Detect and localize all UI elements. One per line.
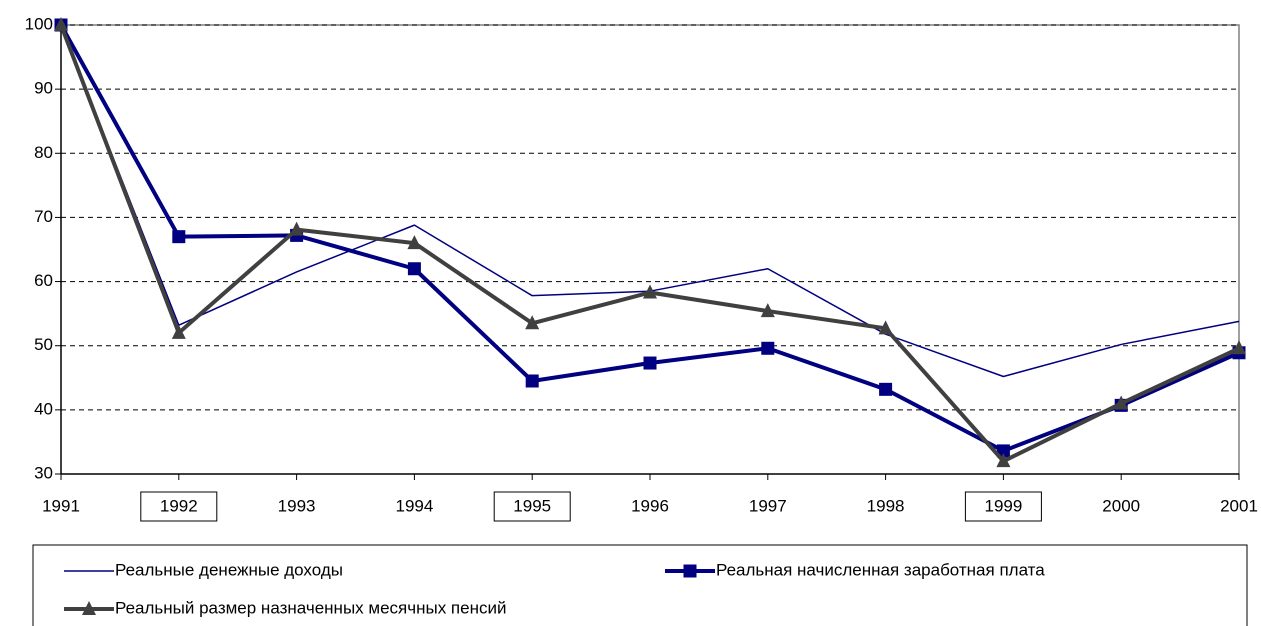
x-tick-box — [964, 491, 1042, 522]
data-point — [172, 230, 186, 244]
legend-label: Реальная начисленная заработная плата — [716, 560, 1045, 579]
x-tick-label: 1997 — [749, 496, 787, 515]
data-point — [407, 235, 422, 250]
x-tick-label: 1991 — [42, 496, 80, 515]
y-tick-label: 60 — [34, 271, 53, 290]
y-tick-label: 70 — [34, 207, 53, 226]
series-line — [60, 24, 1240, 378]
x-tick-label: 2001 — [1220, 496, 1258, 515]
data-point — [1232, 340, 1246, 355]
y-tick-label: 90 — [34, 79, 53, 98]
data-point — [171, 324, 186, 339]
legend-label: Реальные денежные доходы — [115, 560, 343, 579]
data-point — [879, 382, 893, 396]
x-tick-label: 1999 — [984, 496, 1022, 515]
data-point — [760, 303, 775, 318]
data-point — [878, 320, 893, 335]
data-point — [643, 356, 657, 370]
y-tick-label: 50 — [34, 335, 53, 354]
x-tick-label: 2000 — [1102, 496, 1140, 515]
legend-box — [32, 544, 1248, 626]
data-point — [289, 221, 304, 236]
data-point — [525, 315, 540, 330]
plot-frame — [61, 24, 1240, 474]
data-point — [761, 341, 775, 355]
x-tick-label: 1998 — [867, 496, 905, 515]
x-tick-label: 1992 — [160, 496, 198, 515]
data-point — [1114, 395, 1129, 410]
y-tick-label: 100 — [25, 14, 53, 33]
data-point — [525, 374, 539, 388]
data-point — [996, 453, 1011, 468]
x-tick-box — [493, 491, 571, 522]
x-tick-label: 1995 — [513, 496, 551, 515]
y-tick-label: 40 — [34, 399, 53, 418]
y-tick-label: 30 — [34, 463, 53, 482]
data-point — [54, 17, 68, 31]
x-tick-label: 1994 — [395, 496, 433, 515]
data-point — [643, 284, 657, 299]
series-line — [59, 24, 1240, 464]
data-point — [407, 262, 421, 276]
legend-marker — [82, 601, 96, 615]
x-tick-box — [140, 491, 218, 522]
x-tick-label: 1996 — [631, 496, 669, 515]
y-tick-label: 80 — [34, 143, 53, 162]
data-point — [996, 444, 1010, 458]
legend-marker — [683, 564, 697, 578]
x-tick-label: 1993 — [278, 496, 316, 515]
legend-label: Реальный размер назначенных месячных пен… — [115, 598, 506, 617]
